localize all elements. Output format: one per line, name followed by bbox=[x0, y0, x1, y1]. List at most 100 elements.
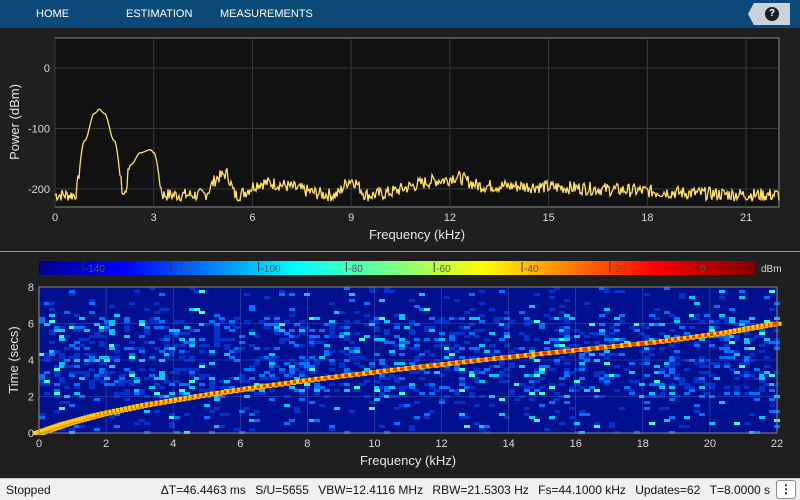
spectrogram-noise-cell bbox=[464, 416, 470, 419]
spectrogram-noise-cell bbox=[494, 317, 500, 320]
spectrogram-noise-cell bbox=[454, 368, 460, 371]
spectrogram-noise-cell bbox=[694, 314, 700, 317]
spectrogram-noise-cell bbox=[379, 386, 385, 389]
spectrogram-noise-cell bbox=[579, 386, 585, 389]
spectrogram-noise-cell bbox=[154, 317, 160, 320]
spectrogram-noise-cell bbox=[129, 383, 135, 386]
spectrogram-noise-cell bbox=[254, 347, 260, 350]
spectrogram-noise-cell bbox=[74, 386, 80, 389]
spectrogram-noise-cell bbox=[214, 323, 220, 326]
spectrogram-noise-cell bbox=[119, 380, 125, 383]
spectrogram-noise-cell bbox=[574, 422, 580, 425]
spectrogram-noise-cell bbox=[334, 335, 340, 338]
tab-measurements[interactable]: MEASUREMENTS bbox=[220, 8, 313, 20]
spectrogram-noise-cell bbox=[679, 380, 685, 383]
spectrogram-noise-cell bbox=[424, 329, 430, 332]
spectrogram-noise-cell bbox=[199, 344, 205, 347]
help-button[interactable]: ? bbox=[748, 3, 790, 25]
spectrogram-noise-cell bbox=[444, 365, 450, 368]
spectrogram-noise-cell bbox=[524, 413, 530, 416]
spectrogram-noise-cell bbox=[524, 323, 530, 326]
spectrogram-noise-cell bbox=[749, 347, 755, 350]
spectrogram-noise-cell bbox=[604, 383, 610, 386]
spectrogram-noise-cell bbox=[239, 380, 245, 383]
more-options-button[interactable]: ⋮ bbox=[776, 480, 796, 499]
spectrogram-noise-cell bbox=[464, 326, 470, 329]
spectrogram-noise-cell bbox=[399, 389, 405, 392]
spectrogram-noise-cell bbox=[274, 329, 280, 332]
spectrogram-noise-cell bbox=[684, 383, 690, 386]
spectrogram-noise-cell bbox=[214, 338, 220, 341]
spectrogram-noise-cell bbox=[439, 374, 445, 377]
spectrogram-noise-cell bbox=[274, 377, 280, 380]
spectrogram-noise-cell bbox=[619, 407, 625, 410]
spectrogram-noise-cell bbox=[419, 293, 425, 296]
spectrogram-noise-cell bbox=[354, 389, 360, 392]
spectrogram-noise-cell bbox=[344, 335, 350, 338]
tab-home[interactable]: HOME bbox=[36, 8, 69, 20]
spectrogram-noise-cell bbox=[559, 317, 565, 320]
spectrogram-noise-cell bbox=[579, 413, 585, 416]
spectrogram-noise-cell bbox=[659, 371, 665, 374]
spectrogram-noise-cell bbox=[299, 326, 305, 329]
spectrogram-noise-cell bbox=[139, 350, 145, 353]
spectrogram-noise-cell bbox=[199, 338, 205, 341]
spectrogram-noise-cell bbox=[304, 368, 310, 371]
spectrogram-noise-cell bbox=[529, 305, 535, 308]
spectrogram-noise-cell bbox=[204, 404, 210, 407]
spectrogram-ridge-core bbox=[680, 337, 687, 341]
spectrogram-noise-cell bbox=[454, 299, 460, 302]
spectrogram-ridge-core bbox=[511, 355, 518, 359]
spectrogram-noise-cell bbox=[579, 362, 585, 365]
spectrogram-ridge-core bbox=[590, 346, 597, 350]
spectrogram-noise-cell bbox=[39, 353, 45, 356]
spectrogram-noise-cell bbox=[164, 347, 170, 350]
spectrogram-noise-cell bbox=[719, 335, 725, 338]
spectrogram-noise-cell bbox=[204, 374, 210, 377]
spectrogram-noise-cell bbox=[459, 416, 465, 419]
spectrogram-noise-cell bbox=[579, 356, 585, 359]
spectrogram-noise-cell bbox=[414, 371, 420, 374]
spectrogram-noise-cell bbox=[554, 329, 560, 332]
spectrogram-noise-cell bbox=[374, 389, 380, 392]
spectrogram-noise-cell bbox=[64, 335, 70, 338]
spectrogram-noise-cell bbox=[189, 344, 195, 347]
spectrogram-noise-cell bbox=[89, 299, 95, 302]
spectrogram-noise-cell bbox=[694, 344, 700, 347]
spectrogram-noise-cell bbox=[39, 413, 45, 416]
spectrogram-noise-cell bbox=[329, 368, 335, 371]
spectrogram-noise-cell bbox=[539, 326, 545, 329]
spectrogram-noise-cell bbox=[644, 401, 650, 404]
spectrogram-noise-cell bbox=[534, 293, 540, 296]
spectrogram-noise-cell bbox=[354, 362, 360, 365]
spectrogram-xtick-label: 22 bbox=[771, 438, 783, 450]
spectrogram-noise-cell bbox=[149, 368, 155, 371]
spectrogram-noise-cell bbox=[644, 356, 650, 359]
spectrogram-noise-cell bbox=[479, 380, 485, 383]
spectrogram-noise-cell bbox=[274, 326, 280, 329]
spectrogram-noise-cell bbox=[749, 392, 755, 395]
spectrogram-noise-cell bbox=[374, 320, 380, 323]
spectrogram-noise-cell bbox=[444, 368, 450, 371]
spectrogram-noise-cell bbox=[399, 338, 405, 341]
spectrogram-noise-cell bbox=[549, 296, 555, 299]
spectrogram-noise-cell bbox=[484, 425, 490, 428]
spectrogram-noise-cell bbox=[724, 320, 730, 323]
spectrogram-noise-cell bbox=[744, 371, 750, 374]
spectrogram-noise-cell bbox=[719, 314, 725, 317]
spectrogram-noise-cell bbox=[64, 359, 70, 362]
spectrogram-noise-cell bbox=[324, 323, 330, 326]
spectrogram-noise-cell bbox=[44, 371, 50, 374]
spectrogram-noise-cell bbox=[214, 332, 220, 335]
spectrogram-noise-cell bbox=[284, 338, 290, 341]
tab-estimation[interactable]: ESTIMATION bbox=[126, 8, 193, 20]
spectrogram-noise-cell bbox=[339, 383, 345, 386]
spectrogram-noise-cell bbox=[359, 338, 365, 341]
spectrum-plot[interactable]: 0-100-200 0 3 6 9 12 15 18 21 Power (dBm) Frequ… bbox=[0, 28, 800, 278]
spectrogram-noise-cell bbox=[49, 341, 55, 344]
spectrogram-noise-cell bbox=[439, 338, 445, 341]
spectrogram-noise-cell bbox=[74, 383, 80, 386]
spectrogram-ridge-core bbox=[623, 343, 630, 347]
spectrogram-noise-cell bbox=[669, 398, 675, 401]
